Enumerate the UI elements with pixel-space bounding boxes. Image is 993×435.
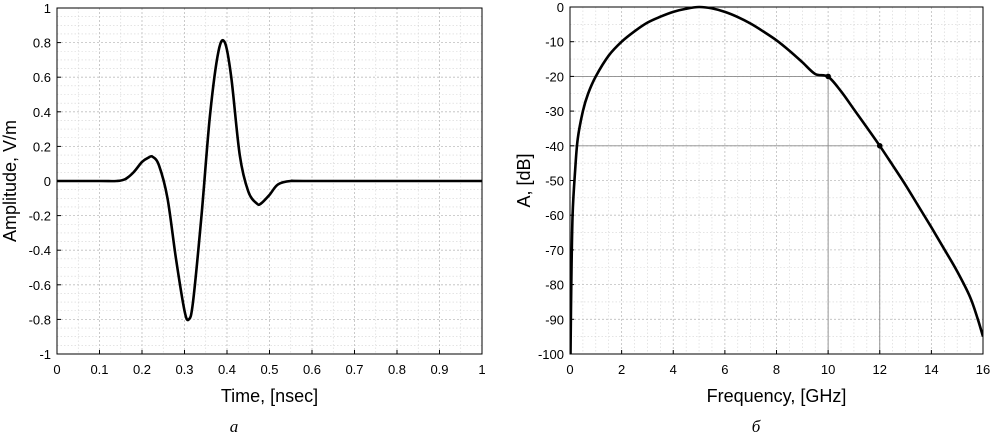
y-tick-label: 0 — [557, 0, 564, 15]
x-tick-label: 14 — [924, 362, 938, 377]
x-tick-label: 2 — [618, 362, 625, 377]
data-point-marker — [825, 73, 831, 80]
x-tick-label: 0.4 — [218, 362, 236, 377]
y-axis-label: A, [dB] — [514, 153, 534, 207]
x-tick-label: 0.1 — [90, 362, 108, 377]
x-tick-label: 6 — [721, 362, 728, 377]
x-tick-label: 0.8 — [388, 362, 406, 377]
x-tick-label: 0.9 — [430, 362, 448, 377]
y-tick-label: -40 — [545, 139, 564, 154]
x-axis-label: Frequency, [GHz] — [707, 386, 847, 406]
x-tick-label: 12 — [873, 362, 887, 377]
chart-panel-2: 0 2 4 6 8 10 12 14 16-100-90-80-70-60-50-40-30-2… — [514, 0, 990, 435]
x-tick-label: 0.3 — [175, 362, 193, 377]
series-line — [570, 5, 983, 355]
x-tick-label: 0.6 — [303, 362, 321, 377]
y-tick-label: -70 — [545, 243, 564, 258]
y-tick-label: 0 — [44, 174, 51, 189]
y-tick-label: -90 — [545, 312, 564, 327]
y-tick-label: 0.2 — [33, 139, 51, 154]
x-tick-label: 0.5 — [260, 362, 278, 377]
y-tick-label: -80 — [545, 278, 564, 293]
panel-label: a — [230, 417, 239, 435]
x-axis-label: Time, [nsec] — [221, 386, 318, 406]
y-tick-label: 0.8 — [33, 36, 51, 51]
x-tick-label: 0 — [53, 362, 60, 377]
y-tick-label: -20 — [545, 69, 564, 84]
y-tick-label: -30 — [545, 104, 564, 119]
chart-panel-1: 0 0.1 0.2 0.3 0.4 0.5 0.6 0.7 0.8 0.9 1 -1 -0.8 -0.6 -… — [0, 1, 486, 435]
x-tick-label: 1 — [478, 362, 485, 377]
x-tick-label: 0.2 — [133, 362, 151, 377]
y-tick-label: 0.6 — [33, 70, 51, 85]
y-tick-label: -100 — [538, 347, 564, 362]
series-line — [57, 38, 482, 322]
y-tick-label: -50 — [545, 174, 564, 189]
data-point-marker — [876, 143, 883, 149]
x-tick-label: 10 — [821, 362, 835, 377]
panel-label: б — [752, 417, 761, 435]
y-axis-label: Amplitude, V/m — [0, 120, 20, 242]
y-tick-label: 0.4 — [33, 105, 51, 120]
x-tick-label: 0 — [566, 362, 573, 377]
x-tick-label: 0.7 — [345, 362, 363, 377]
y-tick-label: -10 — [545, 35, 564, 50]
y-tick-label: -60 — [545, 208, 564, 223]
x-tick-label: 16 — [976, 362, 990, 377]
y-tick-label: 1 — [44, 1, 51, 16]
y-tick-label: -0.6 — [29, 278, 51, 293]
y-tick-label: -0.8 — [29, 312, 51, 327]
x-tick-label: 4 — [670, 362, 677, 377]
y-tick-label: -0.4 — [29, 243, 51, 258]
y-tick-label: -0.2 — [29, 209, 51, 224]
x-tick-label: 8 — [773, 362, 780, 377]
y-tick-label: -1 — [39, 347, 51, 362]
